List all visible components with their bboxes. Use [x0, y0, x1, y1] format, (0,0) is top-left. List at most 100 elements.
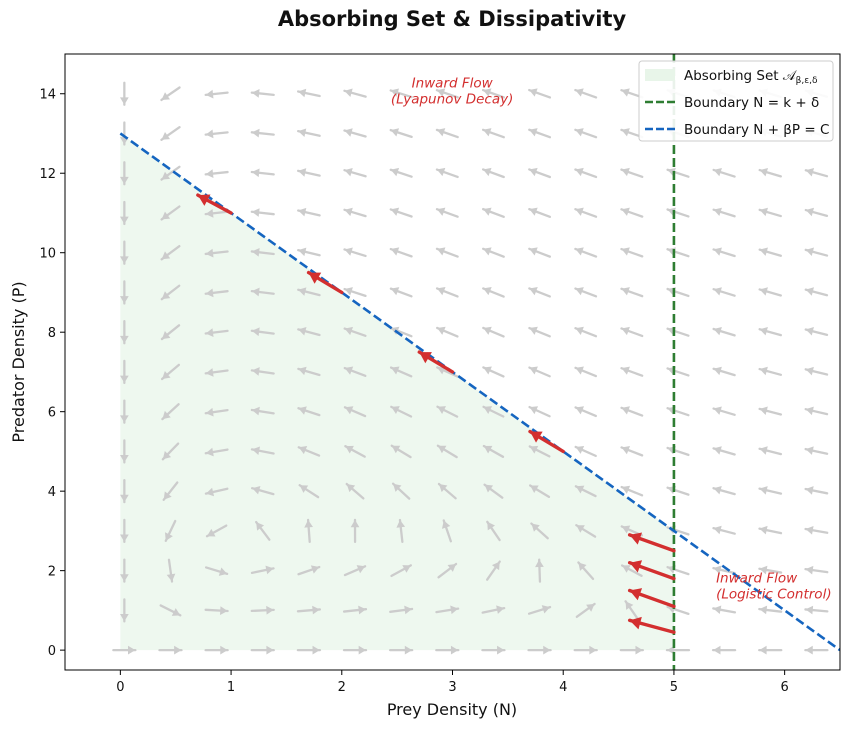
annotations: Inward Flow(Lyapunov Decay)Inward Flow(L… — [391, 76, 832, 603]
field-arrow — [119, 320, 129, 345]
field-arrow — [435, 207, 459, 218]
field-arrow — [204, 288, 229, 298]
field-arrow — [250, 446, 275, 456]
field-arrow — [160, 205, 181, 221]
field-arrow — [350, 518, 360, 544]
field-arrow — [666, 287, 690, 298]
field-arrow — [712, 207, 736, 218]
y-tick-label: 6 — [48, 406, 56, 421]
field-arrow — [758, 565, 783, 575]
field-arrow — [804, 287, 829, 297]
field-arrow — [250, 645, 275, 655]
field-arrow — [535, 558, 544, 583]
field-arrow — [160, 284, 181, 301]
field-arrow — [804, 525, 829, 535]
field-arrow — [343, 565, 367, 577]
legend: Absorbing Set 𝒜β,ε,δ Boundary N = k + δ Bo… — [638, 60, 834, 142]
field-arrow — [666, 326, 690, 337]
field-arrow — [437, 482, 457, 500]
field-arrow — [119, 399, 129, 424]
x-tick-label: 6 — [781, 680, 789, 695]
field-arrow — [396, 518, 406, 543]
field-arrow — [528, 366, 551, 378]
field-arrow — [712, 167, 736, 178]
field-arrow — [391, 482, 411, 500]
field-arrow — [481, 88, 505, 99]
field-arrow — [343, 287, 367, 298]
field-arrow — [298, 484, 320, 499]
field-arrow — [119, 598, 129, 623]
field-arrow — [435, 128, 459, 139]
inward-arrow — [306, 270, 344, 295]
field-arrow — [297, 247, 321, 257]
field-arrow — [528, 287, 551, 298]
y-axis: 0 2 4 6 8 10 12 14 — [39, 88, 65, 659]
field-arrow — [574, 247, 598, 258]
field-arrow — [204, 129, 229, 139]
field-arrow — [119, 558, 129, 583]
field-arrow — [435, 287, 459, 298]
field-arrow — [389, 287, 413, 298]
field-arrow — [804, 366, 829, 376]
inward-arrow — [196, 193, 233, 215]
field-arrow — [620, 326, 644, 338]
field-arrow — [530, 522, 549, 540]
field-arrow — [204, 645, 229, 655]
field-arrow — [204, 368, 229, 377]
inward-arrow — [417, 350, 455, 374]
field-arrow — [620, 564, 643, 577]
field-arrow — [297, 327, 321, 337]
field-arrow — [712, 326, 736, 337]
field-arrow — [297, 565, 321, 576]
field-arrow — [712, 287, 736, 297]
field-arrow — [481, 605, 506, 614]
field-arrow — [758, 247, 782, 257]
field-arrow — [758, 446, 783, 456]
field-arrow — [712, 485, 736, 496]
field-arrow — [119, 359, 129, 385]
field-arrow — [712, 525, 736, 535]
field-arrow — [758, 327, 782, 337]
field-arrow — [389, 128, 413, 139]
field-arrow — [390, 444, 412, 459]
field-arrow — [166, 558, 176, 583]
field-arrow — [620, 167, 644, 178]
field-arrow — [389, 645, 414, 655]
field-arrow — [574, 326, 598, 338]
field-arrow — [437, 562, 458, 579]
legend-box — [638, 60, 834, 142]
field-arrow — [666, 446, 690, 457]
field-arrow — [620, 366, 644, 377]
field-arrow — [528, 326, 551, 338]
field-arrow — [436, 405, 459, 418]
field-arrow — [204, 169, 229, 178]
field-arrow — [758, 486, 783, 495]
field-arrow — [119, 518, 129, 544]
field-arrow — [204, 248, 229, 258]
field-arrow — [712, 366, 736, 377]
plot-area — [112, 54, 840, 670]
field-arrow — [666, 485, 690, 496]
field-arrow — [389, 605, 414, 615]
field-arrow — [574, 128, 598, 139]
field-arrow — [666, 167, 690, 178]
absorbing-set-fill — [120, 133, 674, 651]
x-tick-label: 2 — [338, 680, 346, 695]
field-arrow — [620, 446, 644, 457]
diagonal-boundary-line — [119, 132, 840, 652]
field-arrow — [804, 207, 829, 218]
field-arrow — [296, 605, 322, 615]
inward-arrows — [196, 193, 676, 634]
field-arrow — [481, 128, 505, 139]
chart-title: Absorbing Set & Dissipativity — [278, 7, 627, 31]
field-arrow — [160, 86, 181, 102]
y-tick-label: 12 — [39, 167, 56, 182]
field-arrow — [712, 406, 736, 416]
field-arrow — [804, 168, 829, 178]
field-arrow — [482, 366, 505, 378]
field-arrow — [112, 645, 137, 655]
field-arrow — [389, 247, 413, 258]
field-arrow — [481, 167, 505, 179]
field-arrow — [435, 88, 459, 99]
legend-label: Boundary N + βP = C — [684, 122, 829, 138]
